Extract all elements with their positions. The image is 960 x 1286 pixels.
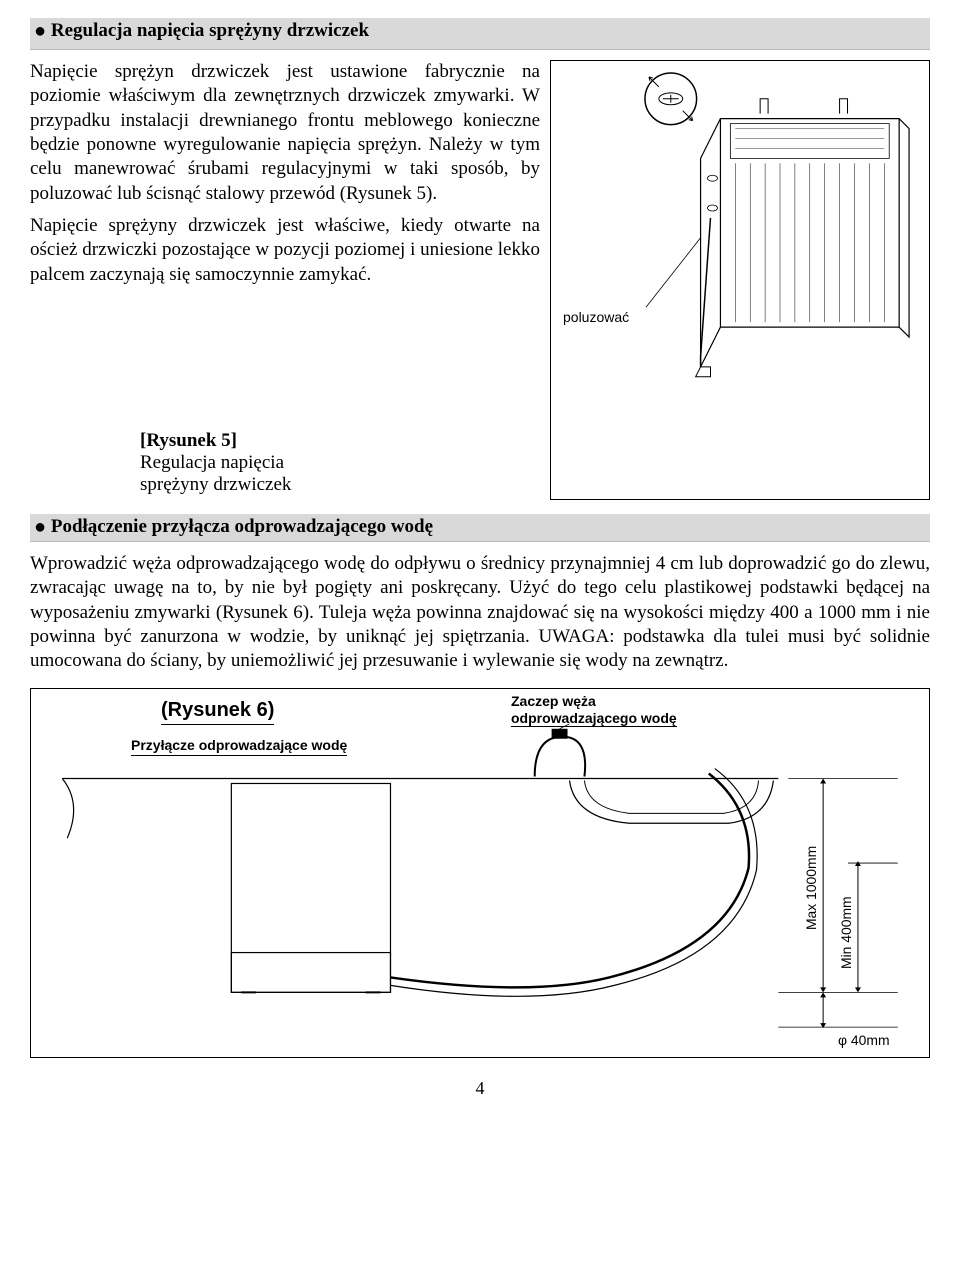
dim-min-text: Min 400mm [838,896,854,969]
section1-para2: Napięcie sprężyny drzwiczek jest właściw… [30,214,540,287]
section1-header: ● Regulacja napięcia sprężyny drzwiczek [30,18,930,50]
section1-title: Regulacja napięcia sprężyny drzwiczek [51,20,369,41]
dim-max-text: Max 1000mm [803,845,819,929]
section2-header: ● Podłączenie przyłącza odprowadzającego… [30,514,930,542]
dim-phi-text: φ 40mm [838,1032,890,1048]
section1-para1: Napięcie sprężyn drzwiczek jest ustawion… [30,60,540,206]
figure6-title: (Rysunek 6) [161,699,274,725]
figure6-subtitle: Przyłącze odprowadzające wodę [131,737,347,756]
figure6-clip-label-line2: odprowadzającego wodę [511,710,677,728]
section2-title: Podłączenie przyłącza odprowadzającego w… [51,516,433,537]
figure5: poluzować [550,60,930,500]
figure5-loosen-label: poluzować [563,309,629,325]
figure6: (Rysunek 6) Przyłącze odprowadzające wod… [30,688,930,1058]
figure5-illustration [641,69,919,486]
bullet-icon: ● [34,20,46,42]
bullet-icon: ● [34,516,46,538]
figure6-clip-label: Zaczep węża odprowadzającego wodę [511,693,677,731]
figure6-clip-label-line1: Zaczep węża [511,693,596,709]
page-number: 4 [30,1078,930,1099]
section2-para: Wprowadzić węża odprowadzającego wodę do… [30,552,930,674]
